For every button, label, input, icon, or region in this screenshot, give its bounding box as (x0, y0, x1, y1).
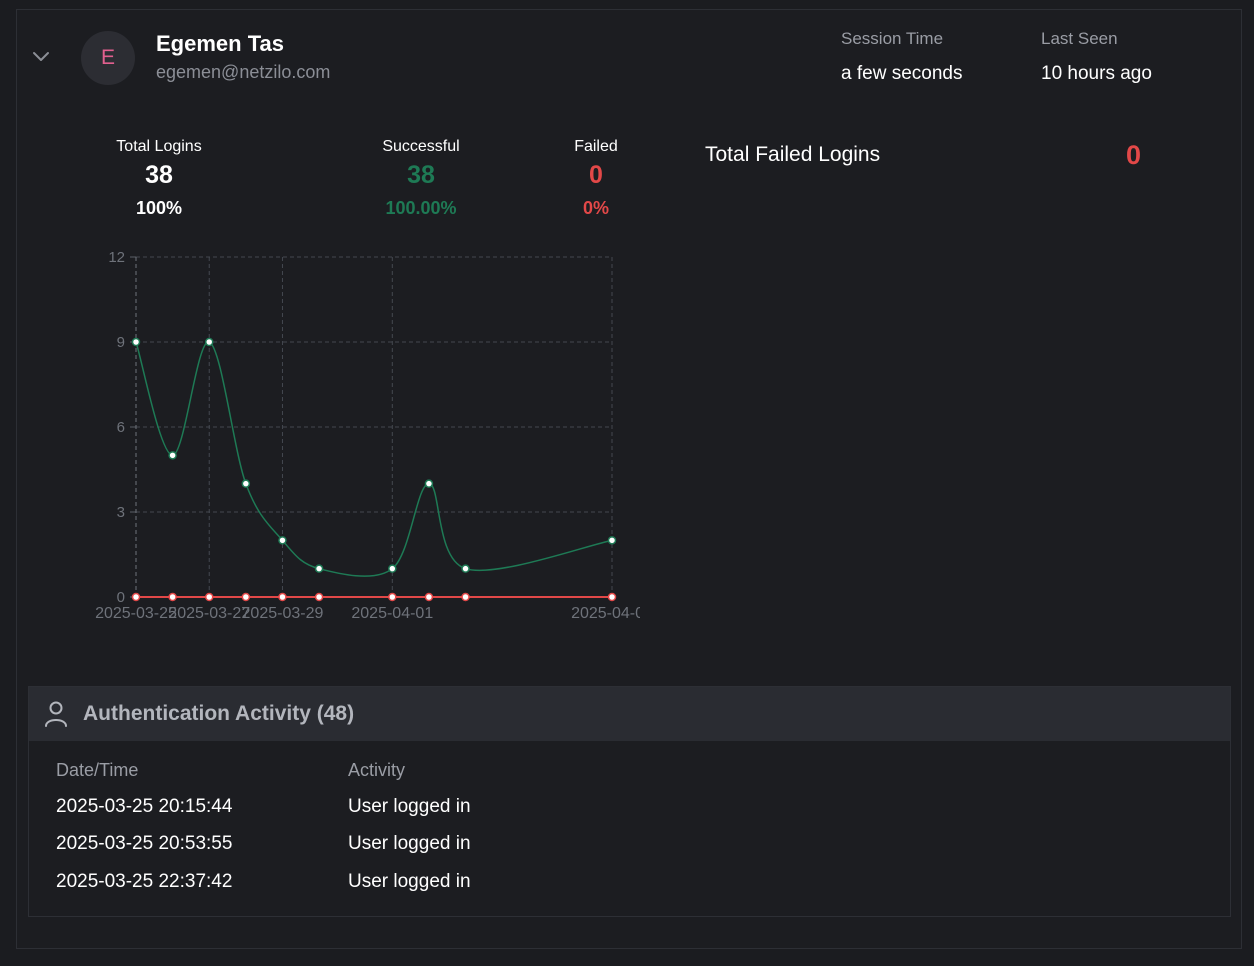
auth-activity-title: Authentication Activity (48) (83, 702, 355, 725)
avatar: E (81, 31, 135, 85)
auth-activity-header[interactable]: Authentication Activity (48) (29, 687, 1230, 741)
session-time-label: Session Time (841, 29, 944, 48)
x-tick-label: 2025-03-29 (242, 605, 324, 622)
y-tick-label: 12 (108, 249, 125, 266)
total-logins-label: Total Logins (116, 138, 202, 155)
authentication-activity-card: Authentication Activity (48) Date/Time A… (28, 686, 1231, 917)
chevron-down-icon[interactable] (30, 48, 52, 66)
user-name: Egemen Tas (156, 31, 284, 56)
row-datetime: 2025-03-25 22:37:42 (56, 871, 233, 892)
last-seen-label: Last Seen (1041, 29, 1118, 48)
y-tick-label: 6 (117, 419, 125, 436)
failed-data-point (168, 592, 177, 602)
successful-data-point (388, 564, 397, 573)
total-failed-logins-label: Total Failed Logins (705, 143, 881, 166)
avatar-initial: E (100, 46, 115, 69)
x-tick-label: 2025-04-01 (351, 605, 433, 622)
total-failed-logins-value: 0 (1126, 140, 1142, 170)
successful-data-point (607, 536, 617, 545)
y-tick-label: 9 (117, 334, 125, 351)
successful-series-line (135, 341, 613, 577)
total-logins-percent: 100% (135, 198, 183, 218)
last-seen-value: 10 hours ago (1041, 63, 1152, 84)
user-email: egemen@netzilo.com (156, 62, 331, 82)
x-tick-label: 2025-03-27 (168, 605, 250, 622)
row-activity: User logged in (348, 796, 471, 817)
row-activity: User logged in (348, 871, 471, 892)
row-datetime: 2025-03-25 20:53:55 (56, 833, 233, 854)
successful-data-point (278, 536, 287, 545)
failed-value: 0 (589, 161, 603, 189)
x-tick-label: 2025-03-25 (95, 605, 177, 622)
successful-data-point (241, 479, 251, 488)
failed-data-point (424, 592, 434, 602)
successful-label: Successful (382, 138, 460, 155)
failed-data-point (388, 592, 397, 602)
successful-data-point (168, 451, 177, 460)
failed-label: Failed (574, 138, 618, 155)
user-icon (44, 700, 68, 728)
failed-data-point (607, 592, 617, 602)
failed-data-point (131, 592, 141, 602)
x-tick-label: 2025-04-07 (571, 605, 640, 622)
successful-data-point (314, 564, 324, 573)
successful-value: 38 (407, 161, 435, 189)
row-activity: User logged in (348, 833, 471, 854)
failed-percent: 0% (582, 198, 609, 218)
column-header-activity: Activity (348, 760, 406, 780)
failed-data-point (278, 592, 287, 602)
y-tick-label: 0 (117, 589, 125, 606)
successful-data-point (424, 479, 434, 488)
failed-data-point (241, 592, 251, 602)
successful-data-point (461, 564, 470, 573)
y-tick-label: 3 (117, 504, 125, 521)
failed-data-point (461, 592, 470, 602)
failed-data-point (314, 592, 324, 602)
successful-percent: 100.00% (385, 198, 457, 218)
successful-data-point (131, 337, 141, 347)
successful-data-point (204, 337, 214, 347)
session-time-value: a few seconds (841, 63, 963, 84)
row-datetime: 2025-03-25 20:15:44 (56, 796, 233, 817)
column-header-datetime: Date/Time (56, 760, 139, 780)
total-logins-value: 38 (145, 161, 173, 189)
failed-data-point (204, 592, 214, 602)
